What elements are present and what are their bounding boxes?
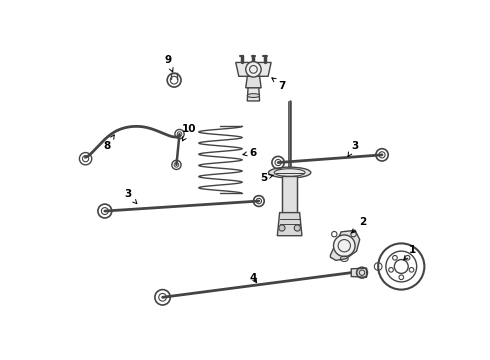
Text: 7: 7 — [272, 78, 286, 91]
Text: 6: 6 — [243, 148, 257, 158]
Text: 5: 5 — [261, 173, 273, 183]
Ellipse shape — [269, 167, 311, 178]
Text: 9: 9 — [165, 55, 173, 72]
Ellipse shape — [247, 94, 260, 98]
Text: 3: 3 — [124, 189, 137, 204]
Text: 4: 4 — [250, 273, 257, 283]
Circle shape — [279, 225, 285, 231]
Text: 8: 8 — [103, 135, 114, 150]
Circle shape — [246, 62, 261, 77]
Polygon shape — [282, 176, 297, 213]
Circle shape — [334, 235, 355, 256]
Polygon shape — [245, 76, 261, 88]
Polygon shape — [247, 88, 260, 101]
Polygon shape — [330, 230, 360, 260]
Text: 2: 2 — [352, 217, 367, 233]
Text: 3: 3 — [348, 141, 359, 156]
Text: 1: 1 — [404, 244, 416, 260]
Text: 10: 10 — [182, 125, 197, 141]
Polygon shape — [351, 268, 367, 277]
Polygon shape — [277, 213, 302, 236]
Ellipse shape — [274, 169, 305, 176]
Circle shape — [294, 225, 300, 231]
Polygon shape — [236, 62, 271, 76]
